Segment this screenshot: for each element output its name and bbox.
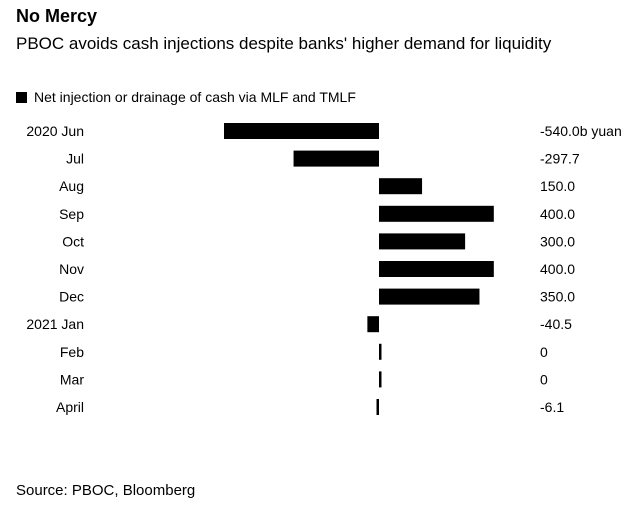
- value-label: 300.0: [540, 233, 575, 249]
- bar: [379, 371, 382, 388]
- legend-label: Net injection or drainage of cash via ML…: [34, 89, 356, 105]
- value-label: -6.1: [540, 399, 564, 415]
- bar: [224, 123, 379, 139]
- category-label: Mar: [60, 371, 84, 387]
- chart-subtitle: PBOC avoids cash injections despite bank…: [16, 34, 552, 53]
- category-label: Dec: [59, 289, 84, 305]
- category-label: Aug: [59, 178, 84, 194]
- value-label: -540.0b yuan: [540, 123, 622, 139]
- bar: [293, 150, 379, 167]
- category-label: Jul: [66, 151, 84, 167]
- category-label: Nov: [59, 261, 84, 277]
- value-label: 350.0: [540, 289, 575, 305]
- bar: [379, 178, 423, 195]
- bar: [379, 343, 382, 360]
- value-label: 0: [540, 344, 548, 360]
- bar: [379, 233, 466, 250]
- category-label: 2020 Jun: [26, 123, 84, 139]
- category-label: Feb: [60, 344, 84, 360]
- source-note: Source: PBOC, Bloomberg: [16, 482, 196, 499]
- bar: [379, 261, 494, 277]
- bar: [376, 399, 379, 415]
- value-label: 150.0: [540, 178, 575, 194]
- category-label: 2021 Jan: [26, 316, 84, 332]
- category-label: April: [56, 399, 84, 415]
- value-label: -297.7: [540, 151, 580, 167]
- category-label: Sep: [59, 206, 84, 222]
- bar: [367, 316, 379, 333]
- category-label: Oct: [62, 233, 84, 249]
- legend: Net injection or drainage of cash via ML…: [16, 89, 356, 105]
- bar: [379, 205, 494, 222]
- value-label: 400.0: [540, 206, 575, 222]
- chart-title: No Mercy: [16, 6, 98, 26]
- value-label: 400.0: [540, 261, 575, 277]
- bar: [379, 288, 480, 305]
- legend-swatch: [16, 91, 27, 103]
- value-label: 0: [540, 371, 548, 387]
- value-label: -40.5: [540, 316, 572, 332]
